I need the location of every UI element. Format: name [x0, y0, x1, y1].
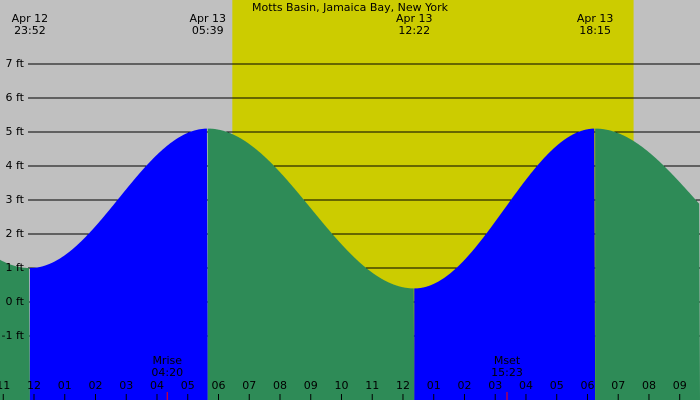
x-tick-label: 07	[611, 379, 625, 392]
x-tick-label: 05	[181, 379, 195, 392]
x-tick-label: 12	[27, 379, 41, 392]
x-tick-label: 08	[642, 379, 656, 392]
y-tick-label: 6 ft	[6, 91, 25, 104]
x-tick-label: 03	[119, 379, 133, 392]
x-tick-label: 01	[58, 379, 72, 392]
moon-time: 15:23	[491, 366, 523, 379]
chart-title: Motts Basin, Jamaica Bay, New York	[252, 1, 449, 14]
rising-tide	[414, 128, 596, 400]
x-tick-label: 06	[580, 379, 594, 392]
x-tick-label: 06	[211, 379, 225, 392]
extreme-date: Apr 13	[396, 12, 433, 25]
extreme-time: 23:52	[14, 24, 46, 37]
extreme-date: Apr 12	[12, 12, 49, 25]
extreme-date: Apr 13	[577, 12, 614, 25]
y-tick-label: 5 ft	[6, 125, 25, 138]
y-tick-label: 0 ft	[6, 295, 25, 308]
x-tick-label: 11	[365, 379, 379, 392]
rising-tide	[29, 128, 208, 400]
moon-event: Mrise	[152, 354, 182, 367]
x-tick-label: 04	[519, 379, 533, 392]
x-tick-label: 01	[427, 379, 441, 392]
x-tick-label: 03	[488, 379, 502, 392]
x-tick-label: 02	[457, 379, 471, 392]
x-tick-label: 05	[550, 379, 564, 392]
x-tick-label: 09	[304, 379, 318, 392]
moon-time: 04:20	[151, 366, 183, 379]
x-tick-label: 12	[396, 379, 410, 392]
y-tick-label: 4 ft	[6, 159, 25, 172]
moon-event: Mset	[494, 354, 521, 367]
y-tick-label: 3 ft	[6, 193, 25, 206]
falling-tide	[595, 128, 700, 400]
falling-tide	[207, 128, 415, 400]
x-tick-label: 04	[150, 379, 164, 392]
y-tick-label: -1 ft	[2, 329, 25, 342]
extreme-date: Apr 13	[189, 12, 226, 25]
x-tick-label: 10	[334, 379, 348, 392]
x-tick-label: 07	[242, 379, 256, 392]
extreme-time: 18:15	[579, 24, 611, 37]
y-tick-label: 7 ft	[6, 57, 25, 70]
y-tick-label: 1 ft	[6, 261, 25, 274]
x-tick-label: 09	[673, 379, 687, 392]
x-tick-label: 11	[0, 379, 10, 392]
extreme-time: 05:39	[192, 24, 224, 37]
x-tick-label: 08	[273, 379, 287, 392]
falling-tide	[0, 259, 30, 400]
x-tick-label: 02	[89, 379, 103, 392]
y-tick-label: 2 ft	[6, 227, 25, 240]
extreme-time: 12:22	[398, 24, 430, 37]
